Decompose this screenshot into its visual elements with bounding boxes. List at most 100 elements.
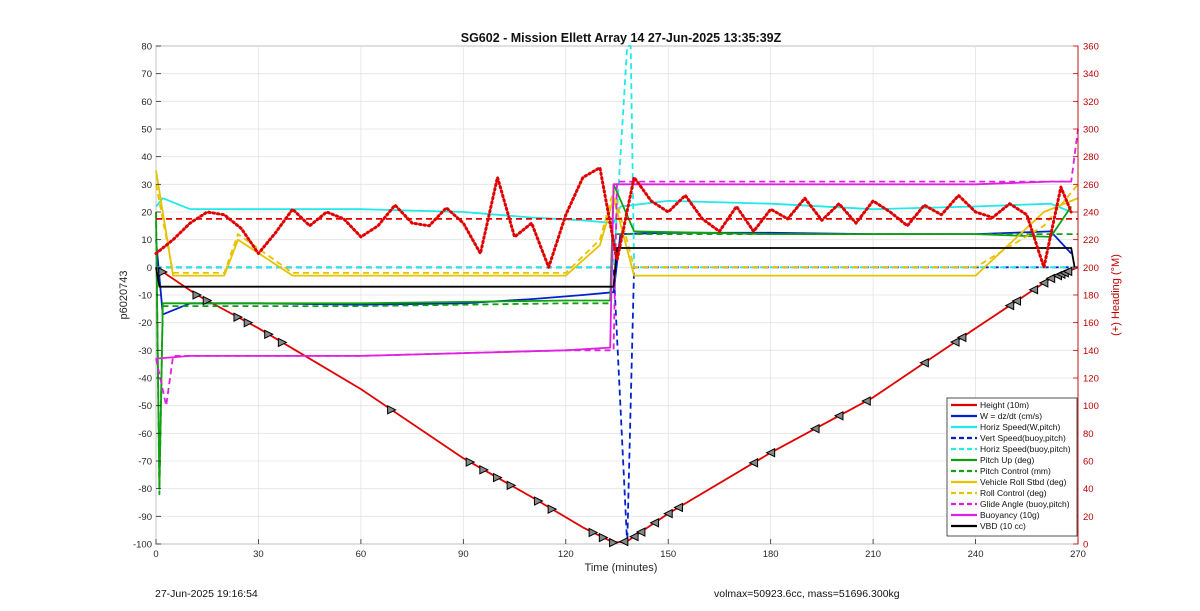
right-tick-label: 160 <box>1083 318 1099 329</box>
x-tick-label: 270 <box>1070 549 1086 560</box>
y-tick-label: -20 <box>138 318 152 329</box>
y-axis-ticks: 80 70 60 50 40 30 20 10 0 -10 -20 -30 -40 -50 -60 -70 -8… <box>133 42 161 551</box>
legend-entry: Horiz Speed(W,pitch) <box>980 422 1060 432</box>
legend-entry: Vehicle Roll Stbd (deg) <box>980 477 1067 487</box>
x-tick-label: 90 <box>458 549 469 560</box>
y-tick-label: 10 <box>141 235 152 246</box>
y-tick-label: 0 <box>147 263 152 274</box>
trajectory-marker <box>387 405 397 415</box>
trajectory-marker <box>663 508 673 519</box>
right-tick-label: 20 <box>1083 512 1094 523</box>
trajectory-marker <box>465 457 476 467</box>
legend-entry: Height (10m) <box>980 400 1029 410</box>
legend-entry: Glide Angle (buoy,pitch) <box>980 499 1070 509</box>
trajectory-marker <box>277 337 288 348</box>
x-axis-label: Time (minutes) <box>585 562 658 574</box>
right-axis-ticks: 3603403203002802602402202001801601401201… <box>1073 42 1099 551</box>
legend-entry: VBD (10 cc) <box>980 521 1026 531</box>
y-tick-label: -70 <box>138 457 152 468</box>
trajectory-marker <box>547 504 558 514</box>
legend-entry: Roll Control (deg) <box>980 488 1047 498</box>
trajectory-marker <box>1038 278 1049 288</box>
series-line-12 <box>154 166 1073 269</box>
trajectory-marker <box>861 396 871 406</box>
series-line-10 <box>155 180 1072 360</box>
right-tick-label: 260 <box>1083 180 1099 191</box>
footer-mass-info: volmax=50923.6cc, mass=51696.300kg <box>714 588 900 600</box>
chart-title: SG602 - Mission Ellett Array 14 27-Jun-2… <box>461 31 782 45</box>
trajectory-marker <box>833 411 844 421</box>
series-line-6 <box>155 211 1078 496</box>
right-tick-label: 220 <box>1083 235 1099 246</box>
right-tick-label: 60 <box>1083 457 1094 468</box>
series-line-4 <box>156 45 1078 269</box>
x-tick-label: 180 <box>763 549 779 560</box>
trajectory-marker <box>765 447 776 458</box>
right-tick-label: 120 <box>1083 374 1099 385</box>
y-tick-label: -80 <box>138 484 152 495</box>
x-tick-label: 240 <box>968 549 984 560</box>
y-tick-label: 60 <box>141 97 152 108</box>
y-tick-label: -100 <box>133 540 152 551</box>
trajectory-marker <box>609 537 619 548</box>
trajectory-marker <box>492 472 503 483</box>
right-tick-label: 80 <box>1083 429 1094 440</box>
legend: Height (10m)W = dz/dt (cm/s)Horiz Speed(… <box>946 397 1078 537</box>
series-line-2 <box>155 197 1072 225</box>
right-tick-label: 300 <box>1083 125 1099 136</box>
legend-entry: Pitch Control (mm) <box>980 466 1051 476</box>
y-tick-label: 80 <box>141 42 152 53</box>
trajectory-marker <box>506 480 517 491</box>
right-tick-label: 240 <box>1083 208 1099 219</box>
y-tick-label: -60 <box>138 429 152 440</box>
trajectory-marker <box>158 267 168 277</box>
legend-entry: Vert Speed(buoy,pitch) <box>980 433 1066 443</box>
right-tick-label: 100 <box>1083 401 1099 412</box>
trajectory-marker <box>919 357 929 368</box>
legend-entry: W = dz/dt (cm/s) <box>980 411 1042 421</box>
x-tick-label: 0 <box>153 549 158 560</box>
trajectory-marker <box>949 337 960 347</box>
trajectory-marker <box>479 465 489 475</box>
legend-entry: Pitch Up (deg) <box>980 455 1034 465</box>
legend-entry: Buoyancy (10g) <box>980 510 1040 520</box>
series-group <box>154 45 1079 545</box>
trajectory-marker <box>956 332 967 343</box>
trajectory-markers <box>158 266 1073 548</box>
y-tick-label: 30 <box>141 180 152 191</box>
trajectory-marker <box>649 517 660 528</box>
right-tick-label: 40 <box>1083 484 1094 495</box>
right-tick-label: 0 <box>1083 540 1088 551</box>
x-tick-label: 120 <box>558 549 574 560</box>
y-tick-label: -10 <box>138 291 152 302</box>
x-tick-label: 150 <box>660 549 676 560</box>
y-tick-label: 20 <box>141 208 152 219</box>
trajectory-marker <box>673 502 683 513</box>
y-tick-label: -90 <box>138 512 152 523</box>
trajectory-marker <box>1028 284 1039 295</box>
trajectory-marker <box>1004 300 1015 311</box>
right-tick-label: 320 <box>1083 97 1099 108</box>
x-axis-ticks: 0 30 60 90 120 150 180 210 240 270 <box>153 539 1086 560</box>
right-axis-label: (+) Heading (°M) <box>1110 254 1122 336</box>
trajectory-marker <box>588 527 599 538</box>
legend-entry: Horiz Speed(buoy,pitch) <box>980 444 1071 454</box>
y-tick-label: -50 <box>138 401 152 412</box>
x-tick-label: 60 <box>356 549 367 560</box>
legend-box <box>946 397 1078 537</box>
series-line-5 <box>155 183 1072 490</box>
trajectory-marker <box>598 532 609 543</box>
right-tick-label: 200 <box>1083 263 1099 274</box>
footer-timestamp: 27-Jun-2025 19:16:54 <box>155 588 258 600</box>
right-tick-label: 360 <box>1083 42 1099 53</box>
trajectory-marker <box>628 531 639 542</box>
y-axis-label: p6020743 <box>118 271 130 320</box>
right-tick-label: 140 <box>1083 346 1099 357</box>
trajectory-marker <box>533 496 544 506</box>
trajectory-marker <box>635 527 646 537</box>
trajectory-marker <box>1011 296 1022 306</box>
trajectory-marker <box>1045 273 1056 284</box>
trajectory-marker <box>748 458 759 468</box>
series-line-9 <box>155 128 1079 407</box>
